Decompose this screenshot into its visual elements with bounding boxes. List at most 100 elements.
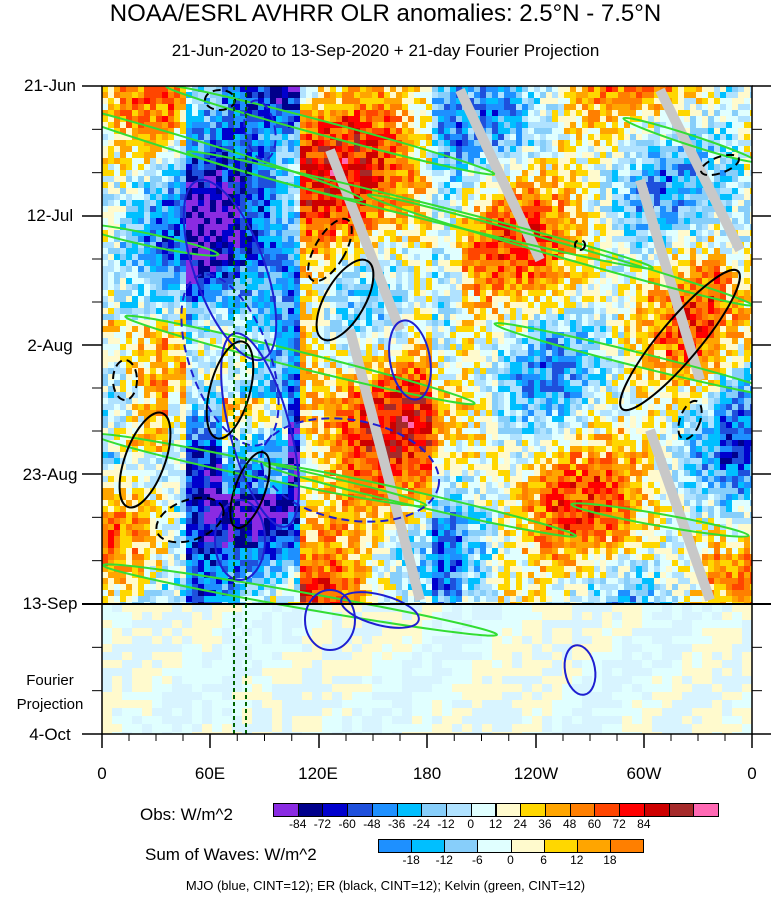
field-cell [750, 266, 752, 273]
field-cell [384, 182, 391, 189]
field-cell [462, 254, 469, 261]
field-cell [690, 248, 697, 255]
field-cell [678, 164, 685, 171]
field-cell [138, 218, 145, 225]
field-cell [750, 278, 752, 285]
field-cell [738, 344, 745, 351]
field-cell [366, 344, 373, 351]
field-cell [456, 284, 463, 291]
field-cell [690, 170, 697, 177]
field-cell [426, 254, 433, 261]
field-cell [336, 326, 343, 333]
field-cell [402, 242, 409, 249]
field-cell [276, 182, 283, 189]
field-cell [594, 284, 601, 291]
field-cell [192, 224, 199, 231]
field-cell [564, 188, 571, 195]
field-cell [534, 338, 541, 345]
field-cell [324, 296, 331, 303]
field-cell [246, 218, 253, 225]
field-cell [546, 164, 553, 171]
field-cell [186, 332, 193, 339]
field-cell [426, 146, 433, 153]
field-cell [204, 344, 211, 351]
field-cell [174, 290, 181, 297]
field-cell [534, 140, 541, 147]
field-cell [288, 104, 295, 111]
field-cell [612, 212, 619, 219]
field-cell [282, 110, 289, 117]
field-cell [750, 332, 752, 339]
field-cell [288, 158, 295, 165]
field-cell [330, 332, 337, 339]
field-cell [522, 272, 529, 279]
field-cell [654, 110, 661, 117]
field-cell [696, 236, 703, 243]
field-cell [702, 308, 709, 315]
field-cell [234, 152, 241, 159]
field-cell [288, 266, 295, 273]
field-cell [156, 320, 163, 327]
field-cell [120, 290, 127, 297]
field-cell [186, 248, 193, 255]
field-cell [438, 356, 445, 363]
field-cell [594, 122, 601, 129]
field-cell [174, 302, 181, 309]
field-cell [648, 194, 655, 201]
field-cell [378, 158, 385, 165]
field-cell [150, 260, 157, 267]
field-cell [288, 98, 295, 105]
field-cell [684, 308, 691, 315]
field-cell [444, 116, 451, 123]
field-cell [504, 152, 511, 159]
field-cell [420, 284, 427, 291]
field-cell [468, 278, 475, 285]
field-cell [624, 320, 631, 327]
field-cell [414, 98, 421, 105]
field-cell [402, 122, 409, 129]
field-cell [258, 212, 265, 219]
field-cell [396, 164, 403, 171]
field-cell [474, 188, 481, 195]
field-cell [540, 284, 547, 291]
field-cell [588, 326, 595, 333]
field-cell [456, 308, 463, 315]
field-cell [618, 350, 625, 357]
field-cell [738, 236, 745, 243]
field-cell [330, 104, 337, 111]
field-cell [384, 326, 391, 333]
field-cell [324, 224, 331, 231]
field-cell [456, 134, 463, 141]
field-cell [690, 98, 697, 105]
field-cell [654, 284, 661, 291]
field-cell [420, 128, 427, 135]
field-cell [288, 188, 295, 195]
field-cell [690, 176, 697, 183]
field-cell [126, 182, 133, 189]
field-cell [594, 110, 601, 117]
field-cell [150, 104, 157, 111]
field-cell [216, 140, 223, 147]
field-cell [294, 296, 301, 303]
field-cell [636, 320, 643, 327]
field-cell [552, 194, 559, 201]
field-cell [552, 320, 559, 327]
field-cell [228, 212, 235, 219]
field-cell [408, 98, 415, 105]
field-cell [318, 266, 325, 273]
field-cell [132, 356, 139, 363]
field-cell [264, 206, 271, 213]
field-cell [726, 284, 733, 291]
field-cell [432, 224, 439, 231]
field-cell [444, 320, 451, 327]
field-cell [246, 116, 253, 123]
field-cell [630, 308, 637, 315]
field-cell [744, 308, 751, 315]
field-cell [396, 104, 403, 111]
field-cell [720, 260, 727, 267]
field-cell [744, 134, 751, 141]
field-cell [270, 332, 277, 339]
field-cell [498, 356, 505, 363]
field-cell [216, 356, 223, 363]
field-cell [390, 332, 397, 339]
